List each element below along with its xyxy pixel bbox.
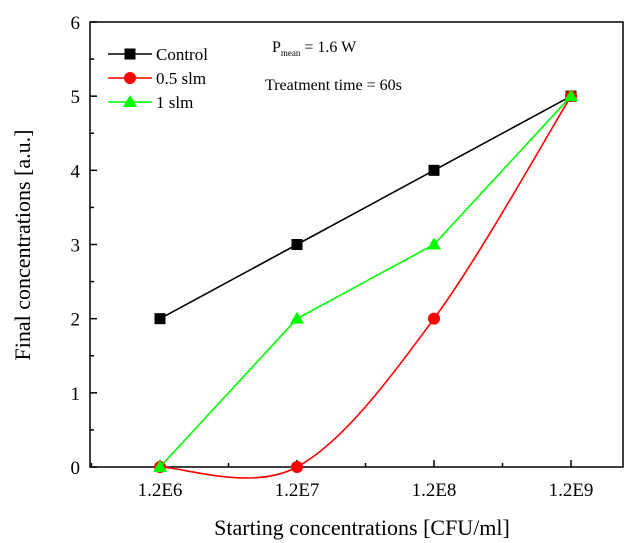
data-point (291, 239, 303, 250)
power-annotation: Pmean = 1.6 W (272, 39, 357, 58)
legend-label: Control (156, 45, 208, 64)
chart-series (153, 89, 578, 479)
legend-marker (124, 48, 136, 60)
power-value: = 1.6 W (300, 39, 357, 56)
treatment-annotation: Treatment time = 60s (265, 77, 402, 94)
legend-marker (123, 95, 137, 107)
y-tick-label: 6 (71, 13, 81, 34)
y-tick-label: 1 (71, 384, 81, 405)
y-axis-title: Final concentrations [a.u.] (10, 130, 35, 361)
data-point (428, 164, 440, 176)
y-tick-label: 3 (71, 236, 81, 257)
series-1 (154, 90, 577, 325)
data-point (428, 312, 440, 325)
data-point (154, 313, 166, 325)
series-3 (153, 89, 578, 472)
data-point (564, 89, 578, 102)
power-subscript: mean (281, 48, 301, 58)
legend-label: 1 slm (156, 93, 193, 112)
series-line (159, 95, 572, 479)
power-symbol: P (272, 39, 281, 56)
data-point (291, 461, 303, 473)
y-tick-label: 4 (71, 161, 81, 182)
y-tick-label: 2 (71, 310, 81, 331)
x-tick-label: 1.2E8 (412, 480, 457, 501)
x-tick-label: 1.2E9 (549, 480, 594, 501)
x-tick-label: 1.2E7 (275, 480, 320, 501)
y-tick-label: 5 (71, 87, 81, 108)
data-point (290, 311, 304, 324)
legend-label: 0.5 slm (156, 69, 206, 88)
data-point (153, 460, 167, 472)
legend-marker (124, 72, 136, 84)
y-tick-label: 0 (71, 458, 81, 479)
chart-legend: Control 0.5 slm 1 slm (108, 45, 208, 112)
series-line (159, 95, 572, 320)
chart-ticks: 0 1 2 3 4 5 6 1.2E6 1.2E7 1.2E8 1.2E9 (71, 13, 594, 501)
series-line (159, 95, 572, 468)
x-axis-title: Starting concentrations [CFU/ml] (214, 515, 510, 540)
series-2 (154, 90, 577, 479)
data-point (427, 237, 441, 250)
x-tick-label: 1.2E6 (138, 480, 183, 501)
